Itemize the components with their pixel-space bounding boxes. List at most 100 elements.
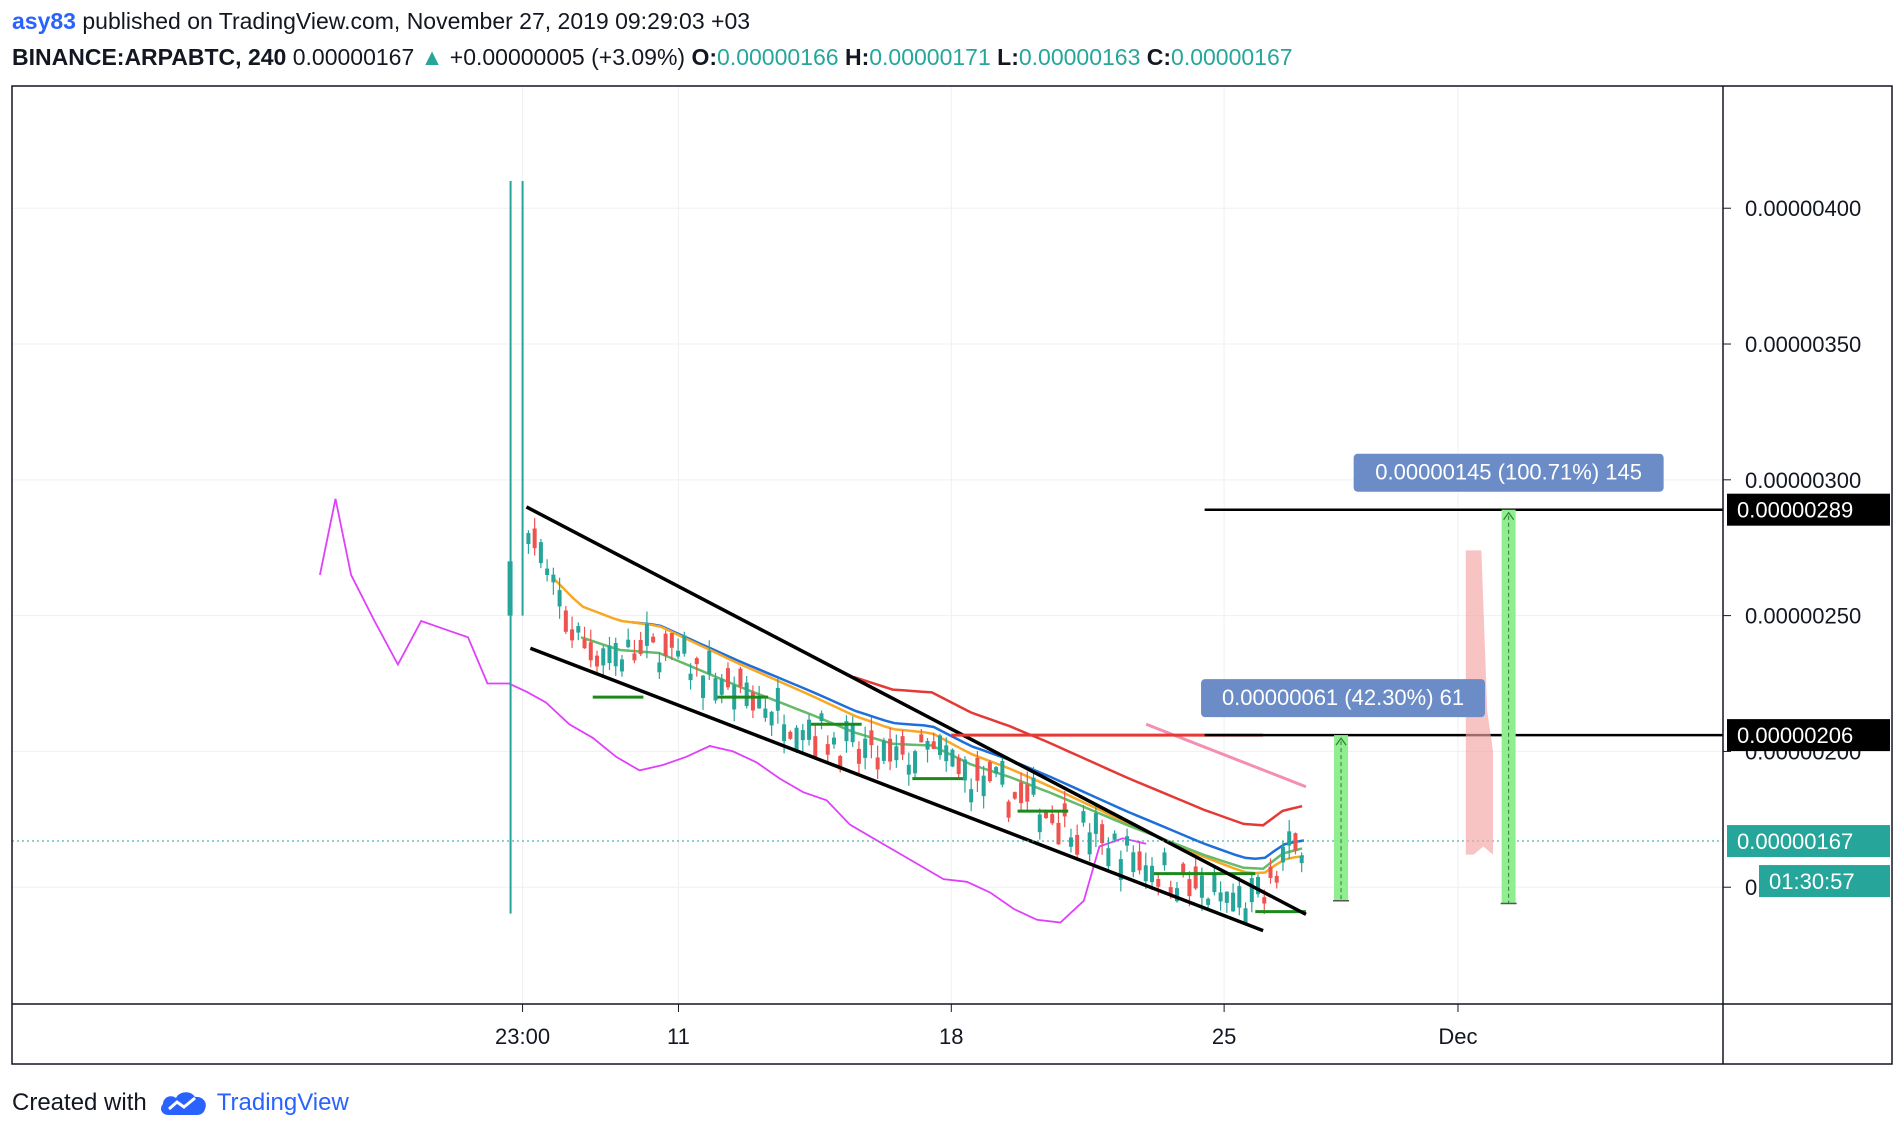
candle-body [831,737,836,745]
candle-body [551,574,556,583]
created-with-text: Created with [12,1089,147,1116]
candle-body [682,635,687,654]
candle-body [1168,887,1173,894]
author-name[interactable]: asy83 [12,8,76,34]
candle-body [757,696,762,709]
candle-body [1137,851,1142,871]
publish-header: asy83 published on TradingView.com, Nove… [12,8,750,35]
candle-body [1093,813,1098,834]
candle-body [601,648,606,666]
candle-body [1150,865,1155,883]
candle-body [669,633,674,648]
candle-body [1256,876,1261,895]
candle-body [1287,831,1292,846]
candle-body [1224,891,1229,903]
projection-bar [1334,735,1349,901]
candle-body [782,724,787,742]
current-price-label-bg [1727,825,1890,858]
candle-body [900,736,905,755]
high-label: H: [844,44,870,70]
axes-layer: 0.00000400 0.00000350 0.00000300 0.00000250… [11,85,1893,1065]
candle-body [813,736,818,757]
x-tick-label: 25 [1212,1024,1236,1049]
candle-body [769,711,774,726]
moving-average-layer [552,577,1305,875]
symbol-header: BINANCE:ARPABTC, 240 0.00000167 ▲ +0.000… [12,44,1293,71]
candle-body [613,643,618,667]
candle-body [1299,855,1304,864]
y-tick-label: 0.00000400 [1745,196,1861,221]
candle-body [1068,837,1073,847]
candle-body [956,757,961,775]
candle-body [1075,834,1080,855]
candle-body [1187,879,1192,897]
candle-body [694,658,699,665]
ma_long-line [853,675,1303,827]
candle-body [607,645,612,664]
open-label: O: [691,44,718,70]
candle-body [1162,852,1167,866]
candle-body [944,745,949,762]
spike-body [507,561,513,616]
candle-body [582,639,587,649]
candle-body [1156,879,1161,887]
projection-label: 0.00000145 (100.71%) 145 [1375,460,1642,485]
candle-body [937,735,942,756]
candle-body [1268,866,1273,878]
candle-body [688,673,693,681]
candle-body [701,675,706,699]
candle-body [850,724,855,743]
candle-body [863,738,868,758]
candle-body [538,542,543,564]
candle-body [570,629,575,641]
high-value: 0.00000171 [869,44,991,70]
current-price-label: 0.00000167 [1737,829,1853,854]
tradingview-brand-link[interactable]: TradingView [216,1089,349,1116]
candle-body [919,734,924,743]
candle-body [1274,875,1279,883]
countdown-bg [1759,865,1890,898]
x-tick-label: 18 [939,1024,963,1049]
candle-body [1006,801,1011,818]
candle-body [744,682,749,706]
candle-body [994,767,999,774]
trendline-upper [525,505,1307,916]
candle-body [1181,863,1186,875]
candle-body [888,738,893,762]
level-price-label-bg [1727,719,1890,752]
candle-body [644,623,649,646]
drawings-layer[interactable]: 0.00000061 (42.30%) 61 0.00000145 (100.71… [12,453,1723,933]
candle-body [856,748,861,764]
projection-arrow-icon [1503,511,1515,521]
candle-body [788,731,793,739]
candle-body [651,636,656,643]
candle-body [1050,814,1055,824]
candle-body [1218,892,1223,902]
candle-body [750,692,755,711]
candle-body [1081,811,1086,823]
candle-body [1262,897,1267,904]
trendline-lower [529,646,1264,933]
candle-body [981,775,986,797]
candle-body [906,764,911,775]
low-value: 0.00000163 [1018,44,1141,70]
candle-body [1280,846,1285,863]
candle-body [925,740,930,750]
candle-body [588,642,593,661]
candle-body [1131,852,1136,873]
candle-body [1100,824,1105,844]
candle-body [1143,865,1148,882]
y-tick-label: 0.00000250 [1745,604,1861,629]
candle-body [875,757,880,770]
candle-body [1243,908,1248,925]
y-tick-label: 0.00000300 [1745,468,1861,493]
candle-body [713,678,718,701]
candles-layer [507,181,1304,925]
candle-body [962,759,967,781]
close-label: C: [1146,44,1172,70]
candle-body [800,730,805,741]
candle-body [619,659,624,672]
candle-body [563,610,568,632]
candle-body [1249,878,1254,903]
